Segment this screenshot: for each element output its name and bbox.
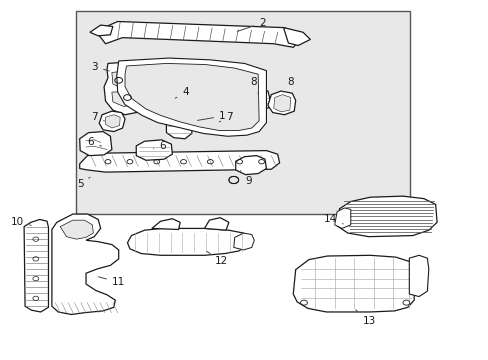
Polygon shape	[52, 214, 119, 315]
Polygon shape	[293, 255, 413, 312]
Text: 4: 4	[175, 87, 188, 98]
Text: 6: 6	[87, 138, 101, 147]
Polygon shape	[96, 22, 305, 47]
Polygon shape	[127, 228, 248, 255]
Polygon shape	[336, 196, 436, 237]
Text: 1: 1	[197, 111, 225, 121]
Text: 8: 8	[249, 77, 258, 93]
Polygon shape	[136, 140, 172, 160]
Bar	[76, 12, 409, 214]
Bar	[171, 80, 186, 89]
Text: 5: 5	[77, 177, 90, 189]
Polygon shape	[152, 219, 180, 229]
Text: 6: 6	[153, 141, 165, 151]
Polygon shape	[204, 218, 228, 230]
Polygon shape	[205, 103, 238, 133]
Polygon shape	[165, 62, 193, 139]
Polygon shape	[60, 220, 93, 239]
Polygon shape	[235, 156, 266, 175]
Text: 11: 11	[98, 277, 125, 287]
Text: 7: 7	[219, 112, 232, 122]
Polygon shape	[105, 115, 120, 128]
Polygon shape	[273, 95, 290, 112]
Text: 10: 10	[11, 217, 31, 227]
Text: 8: 8	[282, 77, 294, 92]
Polygon shape	[117, 58, 266, 136]
Polygon shape	[283, 28, 310, 45]
Polygon shape	[211, 109, 231, 128]
Polygon shape	[112, 71, 136, 89]
Text: 7: 7	[91, 112, 104, 122]
Text: 9: 9	[240, 171, 252, 186]
Polygon shape	[408, 255, 428, 297]
Polygon shape	[80, 132, 112, 156]
Polygon shape	[233, 233, 254, 250]
Text: 2: 2	[237, 18, 265, 31]
Text: 12: 12	[206, 251, 228, 266]
Polygon shape	[104, 62, 154, 115]
Polygon shape	[80, 150, 279, 172]
Polygon shape	[24, 220, 48, 312]
Text: 13: 13	[355, 310, 375, 325]
Polygon shape	[99, 111, 125, 132]
Text: 14: 14	[323, 215, 343, 224]
Polygon shape	[334, 208, 350, 228]
Polygon shape	[184, 110, 201, 131]
Polygon shape	[245, 90, 269, 111]
Polygon shape	[125, 63, 259, 131]
Text: 3: 3	[91, 62, 109, 72]
Polygon shape	[112, 91, 138, 107]
Polygon shape	[267, 91, 295, 115]
Polygon shape	[90, 25, 113, 36]
